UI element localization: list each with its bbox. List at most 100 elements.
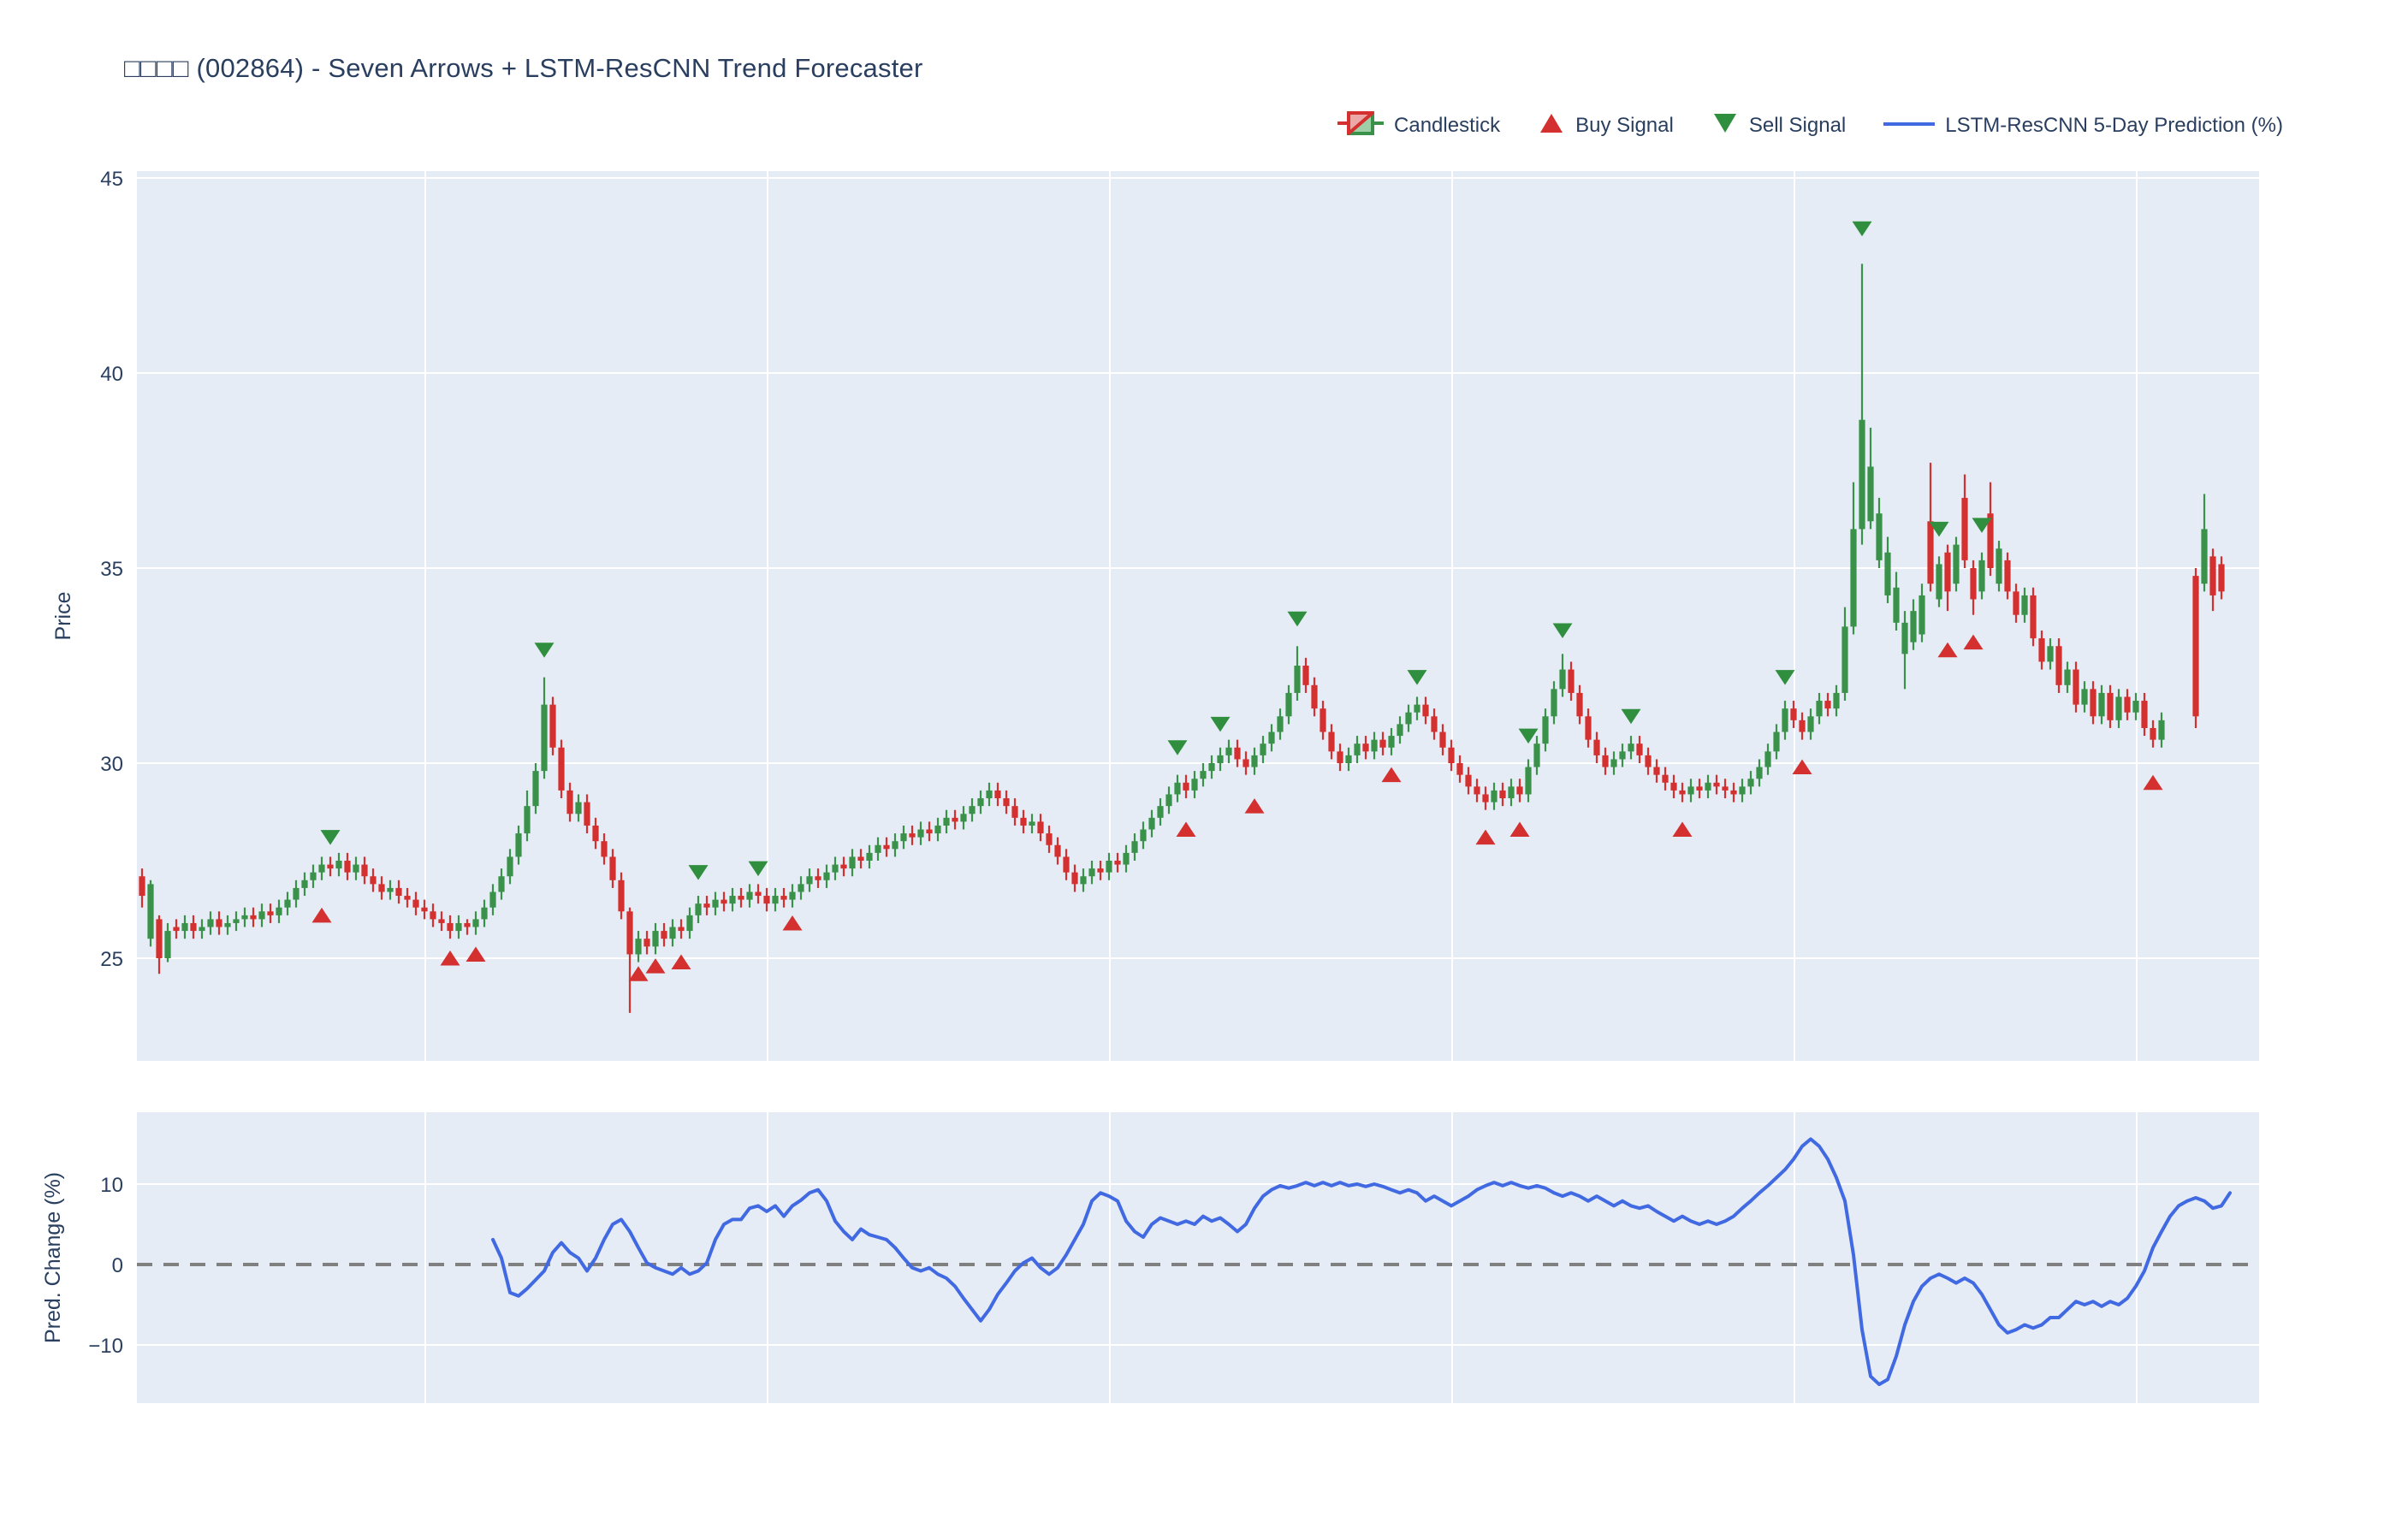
candle-body [1200, 771, 1207, 779]
buy-signal-marker[interactable] [1937, 642, 1958, 658]
candle-body [507, 856, 513, 877]
candle-body [1405, 712, 1412, 725]
candle-body [840, 864, 847, 869]
candle-body [2209, 556, 2216, 595]
candle-body [1859, 419, 1865, 530]
sell-signal-marker[interactable] [1167, 740, 1188, 755]
candle-body [601, 841, 608, 857]
candle-body [1799, 720, 1806, 732]
candle-body [1884, 552, 1891, 595]
candle-body [926, 829, 933, 834]
candle-body [703, 903, 710, 908]
sell-signal-marker[interactable] [1852, 221, 1872, 237]
buy-signal-marker[interactable] [1963, 634, 1984, 650]
candle-body [1961, 497, 1968, 560]
legend-item-prediction[interactable]: LSTM-ResCNN 5-Day Prediction (%) [1883, 114, 2283, 138]
sell-signal-marker[interactable] [1287, 611, 1308, 627]
candle-body [1782, 708, 1788, 732]
candle-body [2013, 591, 2019, 615]
candle-body [233, 919, 240, 923]
legend-label-prediction: LSTM-ResCNN 5-Day Prediction (%) [1945, 113, 2283, 137]
candle-body [310, 872, 317, 880]
prediction-panel-background[interactable] [137, 1112, 2259, 1403]
sell-signal-marker[interactable] [1775, 670, 1795, 685]
sell-signal-marker[interactable] [1552, 623, 1573, 638]
candlestick-icon [1337, 106, 1385, 145]
candle-body [584, 802, 590, 826]
candle-body [823, 872, 830, 880]
buy-signal-marker[interactable] [1672, 821, 1693, 838]
sell-signal-marker[interactable] [534, 643, 555, 658]
candle-body [900, 833, 907, 842]
prediction-line[interactable] [491, 1137, 2232, 1387]
candle-body [1046, 833, 1053, 845]
sell-signal-marker[interactable] [1972, 518, 1992, 533]
candle-body [1174, 782, 1181, 795]
candle-body [370, 876, 377, 885]
buy-signal-marker[interactable] [782, 915, 803, 931]
candle-body [1670, 782, 1677, 791]
price-tick-label: 25 [100, 948, 123, 971]
candle-body [447, 922, 454, 932]
candlestick-series[interactable] [139, 264, 2225, 1013]
sell-signal-marker[interactable] [1518, 728, 1539, 744]
candle-body [207, 919, 214, 927]
buy-signal-marker[interactable] [440, 951, 460, 966]
buy-signal-marker[interactable] [1475, 829, 1496, 845]
candle-body [1653, 767, 1660, 775]
legend-label-candlestick: Candlestick [1394, 113, 1501, 137]
legend-item-sell-signal[interactable]: Sell Signal [1711, 111, 1846, 139]
sell-signal-marker[interactable] [320, 830, 341, 845]
candle-body [909, 833, 916, 838]
candle-body [789, 891, 796, 900]
sell-signal-marker[interactable] [1929, 521, 1949, 537]
candle-body [1978, 560, 1985, 592]
candle-body [1893, 587, 1900, 623]
price-tick-label: 30 [100, 753, 123, 776]
candle-body [566, 790, 573, 814]
candle-body [412, 899, 419, 908]
candle-body [1191, 779, 1198, 791]
candle-body [438, 919, 445, 923]
buy-signal-markers[interactable] [311, 634, 2163, 981]
sell-signal-marker[interactable] [748, 861, 768, 877]
buy-signal-marker[interactable] [311, 907, 332, 923]
candle-body [2098, 692, 2105, 717]
buy-signal-marker[interactable] [1381, 767, 1402, 783]
buy-signal-icon [1538, 111, 1565, 139]
buy-signal-marker[interactable] [628, 966, 649, 981]
candle-body [481, 907, 488, 920]
buy-signal-marker[interactable] [1792, 759, 1812, 775]
candle-body [780, 896, 787, 900]
candle-body [1183, 782, 1189, 791]
sell-signal-marker[interactable] [1407, 670, 1427, 685]
legend-item-buy-signal[interactable]: Buy Signal [1538, 111, 1674, 139]
candle-body [1474, 786, 1480, 795]
candle-body [1559, 669, 1566, 690]
buy-signal-marker[interactable] [671, 954, 691, 970]
buy-signal-marker[interactable] [1176, 821, 1196, 838]
page-title: □□□□ (002864) - Seven Arrows + LSTM-ResC… [124, 53, 923, 83]
candle-body [1867, 466, 1874, 522]
sell-signal-markers[interactable] [320, 221, 1992, 880]
candle-body [721, 899, 727, 904]
pred-axis-title: Pred. Change (%) [41, 1172, 65, 1343]
price-panel-background[interactable] [137, 171, 2259, 1061]
buy-signal-marker[interactable] [645, 958, 666, 974]
candle-body [1696, 786, 1703, 791]
sell-signal-marker[interactable] [1621, 708, 1641, 725]
buy-signal-marker[interactable] [466, 946, 486, 962]
sell-signal-marker[interactable] [1210, 716, 1231, 732]
candle-body [712, 899, 719, 908]
legend-item-candlestick[interactable]: Candlestick [1337, 106, 1500, 145]
pred-tick-label: −10 [88, 1335, 123, 1358]
candle-body [1936, 564, 1942, 600]
candle-body [2038, 638, 2045, 662]
sell-signal-marker[interactable] [688, 865, 709, 880]
candle-body [387, 887, 394, 892]
buy-signal-marker[interactable] [1509, 821, 1530, 838]
candle-body [1448, 747, 1455, 763]
buy-signal-marker[interactable] [1244, 798, 1265, 814]
candle-body [250, 915, 257, 920]
buy-signal-marker[interactable] [2143, 774, 2163, 791]
